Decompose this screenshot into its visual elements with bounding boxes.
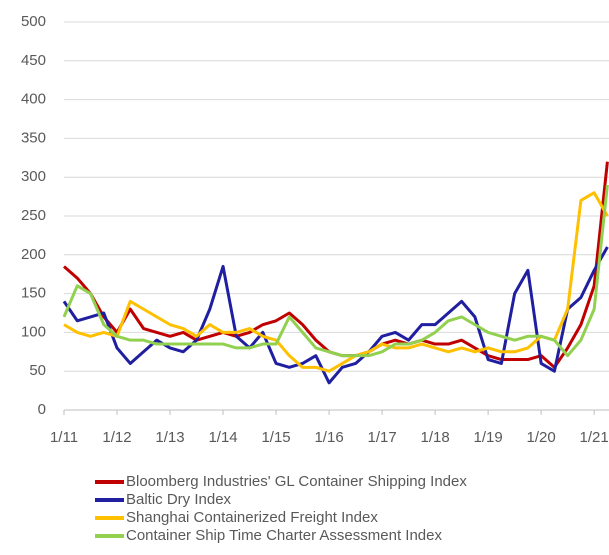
x-tick-label: 1/14 — [208, 429, 237, 446]
x-tick-label: 1/20 — [527, 429, 556, 446]
y-tick-label: 300 — [21, 168, 46, 185]
x-tick-label: 1/13 — [155, 429, 184, 446]
legend-label: Shanghai Containerized Freight Index — [126, 509, 378, 526]
legend-label: Baltic Dry Index — [126, 491, 232, 508]
y-tick-label: 50 — [29, 362, 46, 379]
x-tick-label: 1/21 — [580, 429, 609, 446]
y-tick-label: 400 — [21, 91, 46, 108]
x-tick-label: 1/18 — [421, 429, 450, 446]
y-tick-label: 150 — [21, 285, 46, 302]
legend-label: Bloomberg Industries' GL Container Shipp… — [126, 473, 467, 490]
legend-label: Container Ship Time Charter Assessment I… — [126, 527, 442, 544]
y-tick-label: 500 — [21, 13, 46, 30]
y-tick-label: 450 — [21, 52, 46, 69]
series-line — [63, 191, 609, 373]
y-tick-label: 250 — [21, 207, 46, 224]
x-tick-label: 1/12 — [102, 429, 131, 446]
x-tick-label: 1/19 — [474, 429, 503, 446]
series-line — [62, 246, 609, 385]
y-tick-label: 350 — [21, 129, 46, 146]
y-tick-label: 0 — [38, 401, 46, 418]
y-tick-label: 100 — [21, 323, 46, 340]
x-tick-label: 1/16 — [314, 429, 343, 446]
y-tick-label: 200 — [21, 246, 46, 263]
x-tick-label: 1/11 — [50, 429, 78, 446]
series-line — [62, 184, 609, 358]
x-tick-label: 1/17 — [367, 429, 396, 446]
x-tick-label: 1/15 — [261, 429, 290, 446]
